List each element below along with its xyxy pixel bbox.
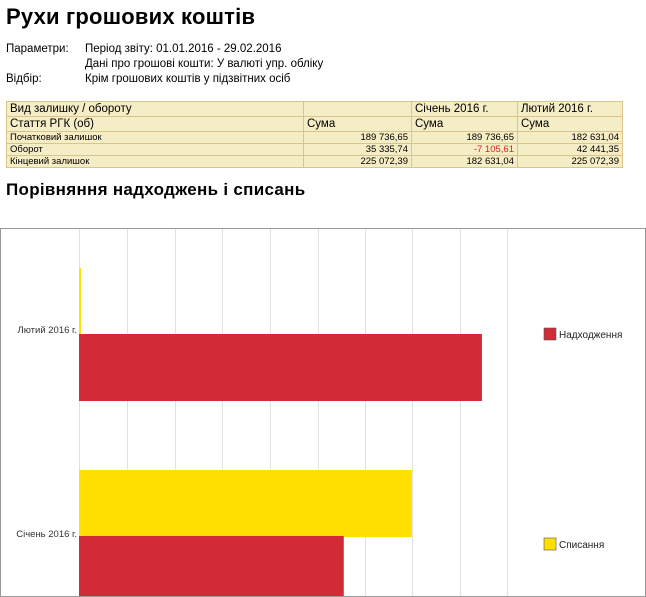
bar-nadkhodzhennia[interactable] [79, 536, 344, 596]
table-header-row: Вид залишку / обороту Січень 2016 г. Лют… [6, 101, 623, 117]
legend-swatch [543, 537, 557, 551]
legend-label: Надходження [559, 330, 622, 341]
value-cell[interactable]: 189 736,65 [411, 131, 518, 144]
param-value: Дані про грошові кошти: У валюті упр. об… [85, 58, 324, 70]
header-cell[interactable]: Сума [517, 116, 623, 132]
category-label: Січень 2016 г. [16, 529, 77, 540]
value-cell[interactable]: 42 441,35 [517, 143, 623, 156]
table-header-row: Стаття РГК (об) Сума Сума Сума [6, 116, 623, 132]
chart-category-labels: Лютий 2016 г. Січень 2016 г. [16, 325, 77, 540]
param-value: Період звіту: 01.01.2016 - 29.02.2016 [85, 43, 282, 55]
category-label: Лютий 2016 г. [18, 325, 77, 336]
chart-bars [79, 268, 482, 596]
value-cell[interactable]: 182 631,04 [411, 155, 518, 168]
param-label: Параметри: [6, 43, 69, 55]
value-cell[interactable]: 35 335,74 [303, 143, 412, 156]
value-cell[interactable]: 189 736,65 [303, 131, 412, 144]
report-title: Рухи грошових коштів [6, 4, 256, 29]
header-cell[interactable]: Січень 2016 г. [411, 101, 518, 117]
row-label[interactable]: Початковий залишок [6, 131, 304, 144]
header-cell[interactable]: Вид залишку / обороту [6, 101, 304, 117]
report-parameters: Параметри: Період звіту: 01.01.2016 - 29… [6, 42, 323, 87]
legend-label: Списання [559, 540, 604, 551]
param-row-filter: Відбір: Крім грошових коштів у підзвітни… [6, 72, 323, 87]
header-cell[interactable]: Сума [303, 116, 412, 132]
param-label: Відбір: [6, 73, 42, 85]
chart-title: Порівняння надходжень і списань [6, 180, 306, 199]
value-cell[interactable]: 225 072,39 [517, 155, 623, 168]
value-cell[interactable]: -7 105,61 [411, 143, 518, 156]
param-row-period: Параметри: Період звіту: 01.01.2016 - 29… [6, 42, 323, 57]
table-row: Кінцевий залишок 225 072,39 182 631,04 2… [6, 155, 623, 168]
value-cell[interactable]: 225 072,39 [303, 155, 412, 168]
bar-spysannia[interactable] [79, 268, 81, 335]
table-row: Оборот 35 335,74 -7 105,61 42 441,35 [6, 143, 623, 156]
param-value: Крім грошових коштів у підзвітних осіб [85, 73, 291, 85]
chart-legend: Надходження Списання [543, 327, 622, 551]
param-row-currency: Дані про грошові кошти: У валюті упр. об… [6, 57, 323, 72]
header-cell[interactable]: Стаття РГК (об) [6, 116, 304, 132]
legend-swatch [543, 327, 557, 341]
bar-spysannia[interactable] [79, 470, 412, 537]
bar-nadkhodzhennia[interactable] [79, 334, 482, 401]
value-cell[interactable]: 182 631,04 [517, 131, 623, 144]
row-label[interactable]: Оборот [6, 143, 304, 156]
cash-flow-table: Вид залишку / обороту Січень 2016 г. Лют… [6, 101, 623, 168]
table-row: Початковий залишок 189 736,65 189 736,65… [6, 131, 623, 144]
comparison-bar-chart: Лютий 2016 г. Січень 2016 г. Надходження С… [0, 228, 646, 597]
row-label[interactable]: Кінцевий залишок [6, 155, 304, 168]
param-label [6, 57, 85, 72]
header-cell[interactable]: Сума [411, 116, 518, 132]
header-cell[interactable]: Лютий 2016 г. [517, 101, 623, 117]
header-cell[interactable] [303, 101, 412, 117]
